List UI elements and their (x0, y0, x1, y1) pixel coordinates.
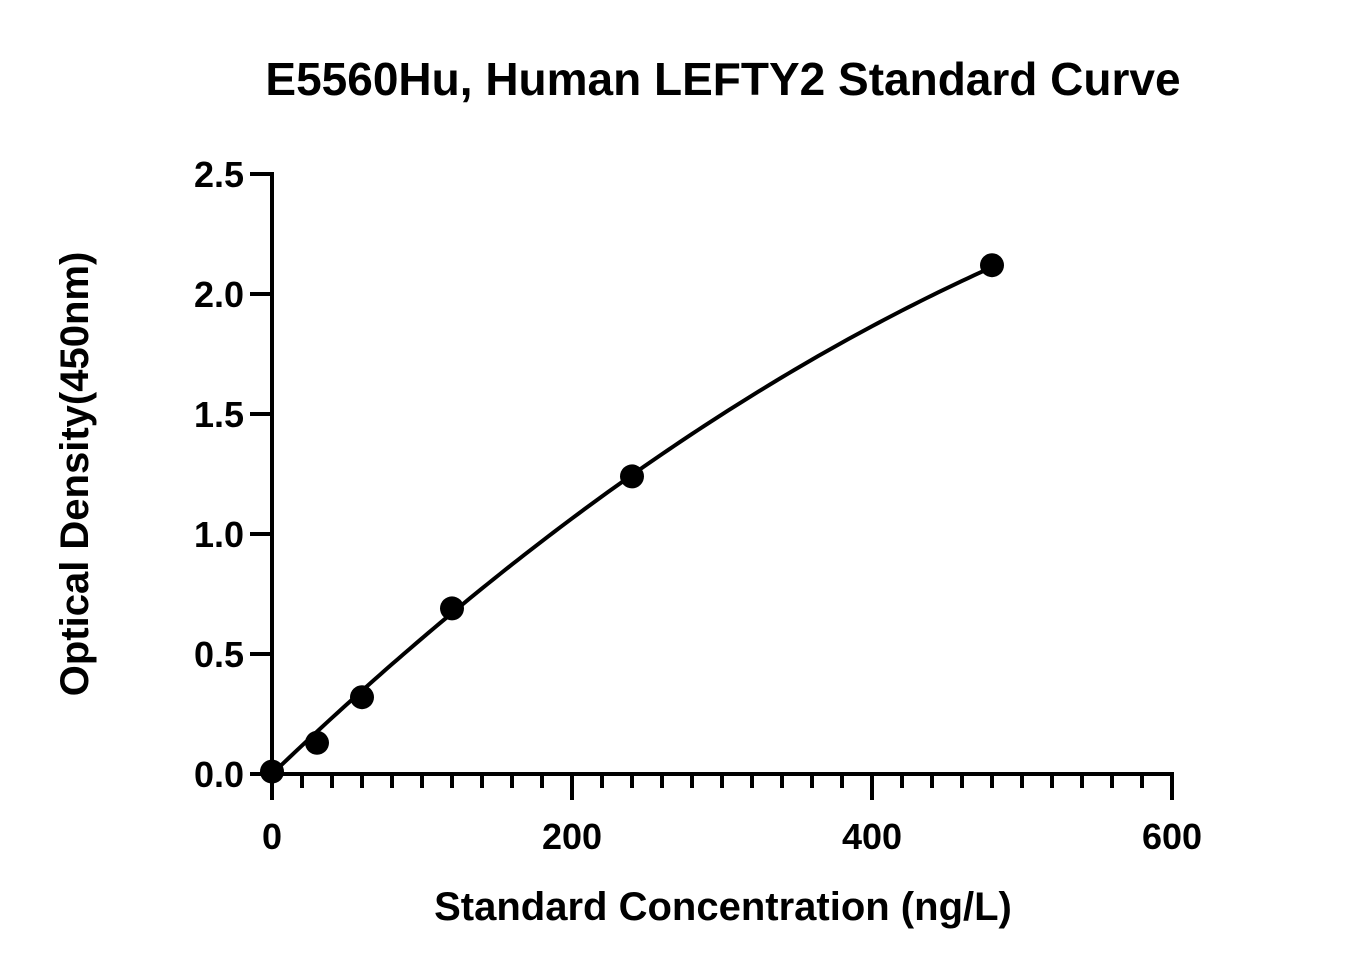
chart-title: E5560Hu, Human LEFTY2 Standard Curve (265, 53, 1180, 105)
x-tick-label: 0 (262, 816, 282, 857)
data-point (620, 464, 644, 489)
y-tick-label: 1.0 (194, 514, 244, 555)
data-points (260, 253, 1004, 784)
y-tick-label: 2.0 (194, 274, 244, 315)
data-point (305, 730, 329, 755)
x-axis-ticks: 0 200 400 600 (262, 774, 1202, 857)
fit-curve (270, 265, 993, 776)
data-point (260, 759, 284, 784)
y-tick-label: 1.5 (194, 394, 244, 435)
y-tick-label: 2.5 (194, 154, 244, 195)
data-point (980, 253, 1004, 278)
x-axis-label: Standard Concentration (ng/L) (434, 885, 1012, 929)
data-point (350, 685, 374, 710)
y-tick-label: 0.0 (194, 754, 244, 795)
x-tick-label: 400 (842, 816, 902, 857)
y-axis-ticks: 0.0 0.5 1.0 1.5 2.0 2.5 (194, 154, 272, 795)
x-axis-minor-ticks (300, 774, 1144, 788)
x-tick-label: 200 (542, 816, 602, 857)
x-tick-label: 600 (1142, 816, 1202, 857)
data-point (440, 596, 464, 621)
y-tick-label: 0.5 (194, 634, 244, 675)
y-axis-label: Optical Density(450nm) (53, 252, 97, 697)
